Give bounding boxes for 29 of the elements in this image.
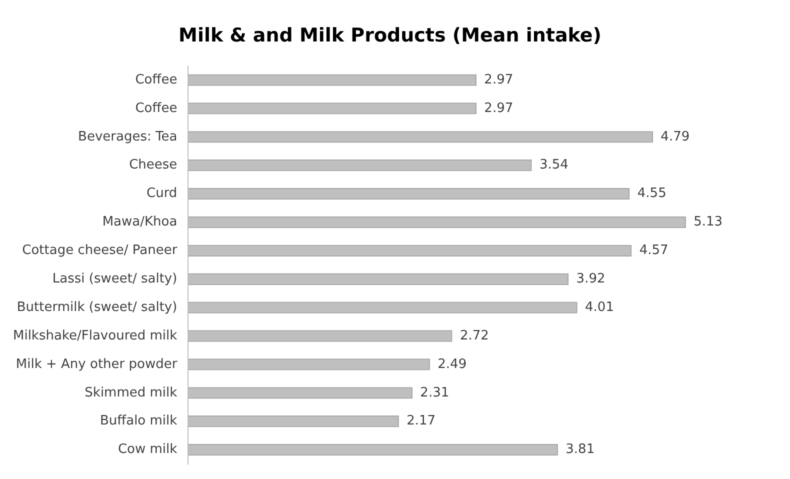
y-tick-label: Mawa/Khoa bbox=[102, 214, 178, 230]
data-label: 3.54 bbox=[539, 158, 568, 173]
y-tick-label: Milk + Any other powder bbox=[16, 356, 178, 372]
data-label: 2.31 bbox=[420, 385, 450, 400]
data-label: 3.81 bbox=[566, 442, 595, 458]
y-tick-label: Coffee bbox=[135, 72, 178, 88]
y-tick-label: Curd bbox=[146, 186, 178, 202]
data-label: 2.17 bbox=[406, 414, 436, 429]
data-label: 2.72 bbox=[460, 328, 489, 344]
data-label: 3.92 bbox=[576, 271, 606, 286]
data-label: 5.13 bbox=[694, 214, 723, 230]
y-tick-label: Beverages: Tea bbox=[78, 129, 178, 144]
y-tick-label: Lassi (sweet/ salty) bbox=[52, 271, 178, 286]
data-label: 4.79 bbox=[660, 129, 690, 144]
y-tick-label: Coffee bbox=[135, 100, 178, 116]
y-tick-label: Milkshake/Flavoured milk bbox=[12, 328, 178, 344]
data-label: 2.49 bbox=[438, 356, 467, 372]
data-label: 4.01 bbox=[585, 300, 614, 315]
data-label: 2.97 bbox=[484, 72, 514, 88]
data-label: 4.55 bbox=[637, 186, 666, 202]
data-label: 4.57 bbox=[639, 243, 668, 258]
y-tick-label: Skimmed milk bbox=[84, 385, 178, 400]
y-tick-label: Buttermilk (sweet/ salty) bbox=[16, 300, 178, 315]
data-label: 2.97 bbox=[484, 100, 514, 116]
y-tick-label: Cow milk bbox=[118, 442, 178, 458]
y-tick-label: Cheese bbox=[129, 158, 178, 173]
chart-title: Milk & and Milk Products (Mean intake) bbox=[178, 24, 602, 46]
y-tick-label: Cottage cheese/ Paneer bbox=[22, 243, 178, 258]
y-tick-label: Buffalo milk bbox=[100, 414, 178, 429]
